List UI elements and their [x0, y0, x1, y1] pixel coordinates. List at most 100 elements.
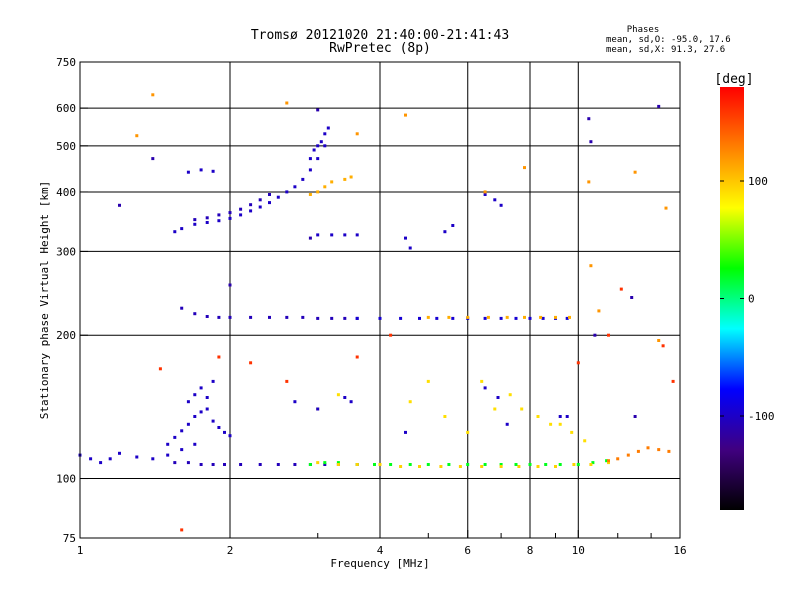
echo-point [633, 170, 637, 174]
echo-point [205, 315, 209, 318]
echo-point [180, 448, 184, 452]
echo-point [249, 361, 253, 365]
echo-point [173, 230, 177, 234]
echo-point [373, 463, 376, 466]
echo-point [408, 246, 412, 250]
chart-subtitle: RwPretec (8p) [329, 41, 431, 56]
echo-point [89, 457, 93, 461]
echo-point [199, 168, 203, 172]
echo-point [568, 315, 571, 319]
trace-series [118, 104, 661, 418]
echo-point [223, 430, 226, 434]
echo-point [349, 400, 353, 404]
echo-point [404, 430, 407, 434]
echo-point [135, 134, 139, 138]
echo-point [285, 379, 289, 383]
echo-point [316, 108, 320, 112]
trace-series [483, 193, 503, 207]
echo-point [520, 407, 524, 411]
x-tick-label: 1 [77, 544, 84, 557]
echo-point [589, 140, 593, 144]
echo-point [308, 168, 312, 172]
echo-point [636, 449, 640, 453]
echo-point [528, 463, 532, 466]
echo-point [657, 104, 661, 108]
echo-point [99, 461, 103, 465]
y-tick-label: 750 [56, 56, 76, 69]
echo-point [443, 415, 447, 418]
echo-point [228, 315, 232, 319]
echo-point [336, 461, 340, 465]
echo-point [514, 316, 518, 320]
echo-point [661, 344, 665, 348]
trace-series [135, 93, 668, 342]
echo-point [301, 315, 305, 319]
y-tick-label: 200 [56, 329, 76, 342]
echo-point [517, 465, 521, 468]
trace-series [173, 144, 327, 234]
echo-point [199, 410, 203, 414]
echo-point [293, 185, 297, 189]
trace-series [180, 306, 359, 320]
x-tick-label: 6 [464, 544, 471, 557]
trace-series [293, 386, 569, 434]
echo-point [323, 132, 327, 136]
echo-point [404, 236, 407, 240]
echo-point [408, 463, 412, 466]
echo-point [587, 117, 591, 121]
echo-point [558, 422, 562, 426]
echo-point [565, 316, 569, 320]
echo-point [228, 211, 232, 215]
echo-point [228, 283, 232, 287]
trace-series [316, 379, 587, 443]
echo-point [199, 386, 203, 390]
echo-point [158, 367, 162, 371]
echo-point [399, 465, 403, 468]
x-tick-label: 16 [673, 544, 686, 557]
echo-point [528, 316, 532, 320]
echo-point [343, 177, 347, 181]
echo-point [268, 193, 271, 196]
echo-point [435, 316, 439, 320]
echo-point [483, 316, 487, 320]
echo-point [268, 315, 271, 319]
echo-point [205, 407, 209, 411]
trace-series [316, 224, 455, 250]
echo-point [293, 463, 297, 466]
echo-point [451, 316, 455, 320]
trace-series [186, 168, 215, 174]
echo-point [630, 296, 634, 299]
echo-point [671, 379, 675, 383]
echo-point [193, 218, 197, 222]
x-tick-label: 10 [572, 544, 585, 557]
echo-point [633, 415, 637, 418]
echo-point [151, 157, 155, 161]
echo-point [466, 430, 470, 434]
trace-series [166, 407, 232, 446]
trace-series [316, 461, 610, 468]
echo-point [426, 379, 430, 383]
echo-point [607, 461, 610, 465]
echo-point [355, 355, 359, 359]
echo-point [493, 407, 497, 411]
axis-ticks: 1 2 4 6 8 10 16 75 100 200 300 400 500 600 750 [56, 56, 687, 557]
echo-point [330, 233, 334, 237]
trace-series [426, 315, 571, 319]
echo-point [355, 233, 359, 237]
echo-point [118, 451, 121, 455]
echo-point [418, 465, 421, 468]
echo-point [626, 453, 630, 457]
echo-point [308, 463, 312, 466]
echo-point [355, 463, 359, 466]
echo-point [186, 461, 190, 465]
colorbar-tick-label: -100 [748, 410, 775, 423]
trace-series [308, 175, 353, 196]
y-tick-label: 75 [63, 532, 76, 545]
echo-point [316, 233, 320, 237]
echo-point [180, 528, 184, 532]
echo-point [355, 316, 359, 320]
echo-point [597, 309, 601, 313]
echo-point [323, 461, 327, 465]
echo-point [657, 339, 661, 342]
trace-series [173, 461, 359, 466]
